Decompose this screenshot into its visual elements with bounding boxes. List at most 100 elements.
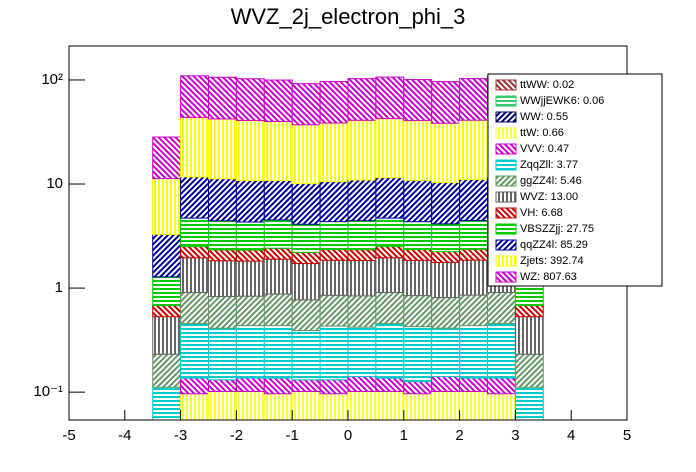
legend-swatch [495, 127, 517, 139]
bar-segment [208, 260, 237, 297]
y-tick-label: 1 [55, 279, 63, 296]
bar-segment [319, 122, 349, 183]
bar-segment [263, 219, 293, 249]
bar-segment [263, 258, 293, 295]
bar-segment [347, 78, 377, 121]
bar-segment [459, 248, 489, 261]
bar-segment [235, 221, 265, 251]
bar-segment [263, 325, 293, 379]
legend-label: ttW: 0.66 [520, 127, 564, 139]
chart-title: WVZ_2j_electron_phi_3 [231, 4, 466, 29]
x-tick-label: -5 [62, 427, 75, 444]
bar-segment [208, 390, 237, 420]
legend-swatch [495, 239, 517, 251]
bar-segment [263, 179, 293, 221]
x-tick-label: -4 [118, 427, 131, 444]
bar-segment [319, 248, 349, 261]
bar-segment [208, 379, 237, 392]
bar-segment [375, 118, 405, 179]
legend-label: Zjets: 392.74 [520, 255, 584, 267]
bar-segment [235, 390, 265, 420]
bar-segment [208, 249, 237, 262]
bar-segment [375, 257, 405, 294]
bar-segment [375, 246, 405, 259]
bar-segment [263, 121, 293, 181]
bar-segment [263, 293, 293, 327]
legend-swatch [495, 79, 517, 91]
bar-segment [403, 381, 433, 395]
bar-segment [514, 316, 544, 355]
legend-label: ttWW: 0.02 [520, 79, 574, 91]
legend-swatch [495, 95, 517, 107]
bar-segment [319, 393, 349, 420]
x-tick-label: 2 [455, 427, 463, 444]
x-tick-label: 4 [567, 427, 575, 444]
bar-segment [403, 326, 433, 383]
bar-segment [319, 325, 349, 381]
bar-segment [291, 263, 321, 301]
bar-segment [487, 377, 516, 395]
bar-segment [431, 81, 461, 124]
bar-segment [431, 375, 461, 392]
bar-segment [431, 297, 461, 329]
bar-segment [291, 390, 321, 420]
bar-segment [291, 124, 321, 185]
legend-swatch [495, 175, 517, 187]
bar-segment [514, 353, 544, 388]
x-tick-label: 5 [623, 427, 631, 444]
bar-segment [263, 79, 293, 123]
bar-segment [235, 295, 265, 327]
bar-segment [347, 249, 377, 261]
x-tick-label: -1 [286, 427, 299, 444]
bar-segment [319, 294, 349, 327]
bar-segment [403, 249, 433, 261]
bar-segment [208, 118, 237, 180]
bar-segment [459, 259, 489, 296]
bar-segment [431, 223, 461, 253]
bar-segment [152, 316, 182, 355]
bar-segment [180, 176, 210, 219]
bar-segment [319, 221, 349, 250]
x-tick-label: 0 [344, 427, 352, 444]
bar-segment [319, 181, 349, 223]
y-tick-label: 10² [41, 71, 63, 88]
legend-label: ggZZ4l: 5.46 [520, 175, 582, 187]
bar-segment [347, 259, 377, 297]
bar-segment [208, 76, 237, 120]
legend-swatch [495, 271, 517, 283]
bar-segment [208, 178, 237, 222]
bar-segment [347, 220, 377, 251]
bar-segment [459, 377, 489, 392]
legend-box [487, 73, 663, 287]
bar-segment [403, 295, 433, 328]
legend-label: ZqqZll: 3.77 [520, 159, 578, 171]
bar-segment [459, 390, 489, 420]
bar-segment [459, 325, 489, 379]
bar-segment [514, 386, 544, 420]
bar-segment [235, 377, 265, 392]
bar-segment [263, 247, 293, 260]
bar-segment [459, 294, 489, 327]
bar-segment [347, 326, 377, 377]
bar-segment [347, 295, 377, 328]
x-tick-label: -3 [174, 427, 187, 444]
bar-segment [403, 179, 433, 223]
bar-segment [152, 304, 182, 318]
y-tick-label: 10⁻¹ [33, 383, 63, 400]
legend-swatch [495, 143, 517, 155]
bar-segment [291, 83, 321, 126]
legend-label: VBSZZjj: 27.75 [520, 223, 594, 235]
bar-segment [514, 304, 544, 318]
bar-segment [152, 178, 182, 235]
bar-segment [347, 375, 377, 392]
bar-segment [403, 79, 433, 121]
bar-segment [180, 323, 210, 379]
bar-segment [291, 329, 321, 381]
bar-segment [208, 327, 237, 381]
bar-segment [431, 251, 461, 264]
x-tick-label: 3 [511, 427, 519, 444]
bar-segment [403, 119, 433, 181]
bar-segment [291, 299, 321, 331]
legend-label: WZ: 807.63 [520, 271, 577, 283]
